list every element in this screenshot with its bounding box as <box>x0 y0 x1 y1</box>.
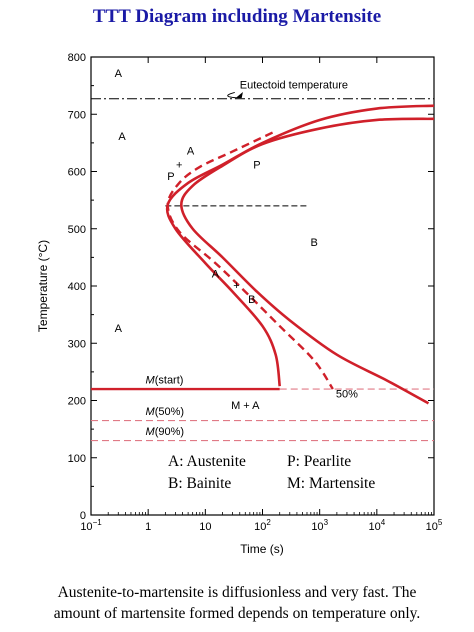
region-label: A <box>115 323 123 335</box>
chart-title: TTT Diagram including Martensite <box>92 6 382 27</box>
y-tick-label: 600 <box>68 167 86 179</box>
region-label: + <box>233 280 239 292</box>
reference-lines <box>91 98 434 442</box>
legend-entry: B: Bainite <box>168 475 231 492</box>
y-tick-label: 800 <box>68 52 86 64</box>
caption: Austenite-to-martensite is diffusionless… <box>0 582 474 624</box>
y-tick-label: 300 <box>68 338 86 350</box>
region-label: + <box>176 160 182 172</box>
y-tick-label: 500 <box>68 224 86 236</box>
y-tick-label: 200 <box>68 396 86 408</box>
y-tick-label: 400 <box>68 281 86 293</box>
martensite-label: M(90%) <box>146 426 185 438</box>
region-label: Eutectoid temperature <box>240 79 348 91</box>
transformation-end-curve <box>180 117 435 405</box>
transformation-50pct-curve <box>166 131 334 390</box>
region-label: M + A <box>231 400 260 412</box>
arrow-head-icon <box>235 92 243 99</box>
curve-layer <box>165 104 435 405</box>
x-tick-label: 10−1 <box>80 518 102 533</box>
legend-entry: P: Pearlite <box>287 453 351 470</box>
y-axis-label: Temperature (°C) <box>36 240 50 332</box>
martensite-label: M(start) <box>146 374 184 386</box>
legend: A: Austenite P: Pearlite B: Bainite M: Mart… <box>168 453 375 492</box>
x-tick-label: 10 <box>199 521 211 533</box>
caption-line-1: Austenite-to-martensite is diffusionless… <box>57 584 417 601</box>
region-label: 50% <box>336 389 358 401</box>
x-tick-label: 103 <box>311 518 328 533</box>
region-label: A <box>212 268 220 280</box>
region-label: P <box>253 160 260 172</box>
caption-line-2: amount of martensite formed depends on t… <box>53 605 421 622</box>
tick-layer: 0 100 200 300 400 500 600 700 800 10−1 1 10 102 103 10… <box>68 52 443 533</box>
x-tick-label: 104 <box>368 518 385 533</box>
x-tick-label: 102 <box>254 518 271 533</box>
x-tick-label: 105 <box>426 518 443 533</box>
legend-entry: M: Martensite <box>287 475 375 492</box>
y-tick-label: 0 <box>80 510 86 522</box>
region-label: A <box>115 68 123 80</box>
eutectoid-arrow <box>227 92 237 99</box>
y-tick-label: 100 <box>68 453 86 465</box>
region-label: B <box>310 237 317 249</box>
martensite-label: M(50%) <box>146 406 185 418</box>
plot-frame <box>90 56 435 516</box>
transformation-start-curve <box>165 104 435 387</box>
region-label: B <box>248 294 255 306</box>
x-tick-label: 1 <box>145 521 151 533</box>
y-tick-label: 700 <box>68 109 86 121</box>
region-label: P <box>167 171 174 183</box>
region-label: A <box>118 131 126 143</box>
x-axis-label: Time (s) <box>240 542 284 556</box>
ttt-chart: 0 100 200 300 400 500 600 700 800 10−1 1 10 102 103 10… <box>36 52 443 556</box>
region-label: A <box>187 145 195 157</box>
legend-entry: A: Austenite <box>168 453 246 470</box>
